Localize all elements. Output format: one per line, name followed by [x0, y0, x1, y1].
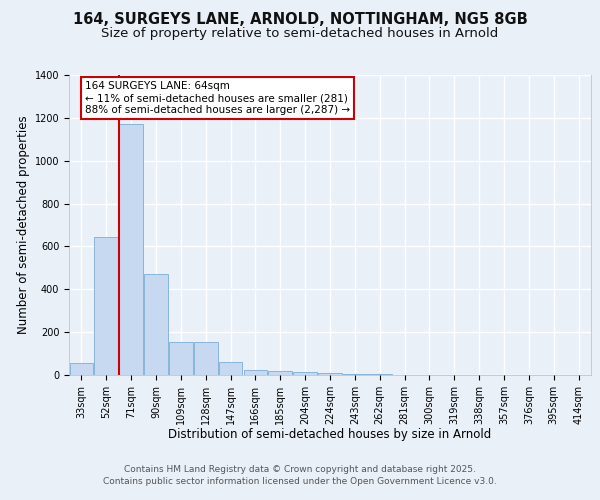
Bar [318, 373, 342, 375]
Text: 164, SURGEYS LANE, ARNOLD, NOTTINGHAM, NG5 8GB: 164, SURGEYS LANE, ARNOLD, NOTTINGHAM, N… [73, 12, 527, 28]
Bar [244, 370, 267, 375]
Bar [368, 374, 392, 375]
Bar [194, 342, 218, 375]
Bar [268, 370, 292, 375]
Text: Contains HM Land Registry data © Crown copyright and database right 2025.: Contains HM Land Registry data © Crown c… [124, 465, 476, 474]
Text: 164 SURGEYS LANE: 64sqm
← 11% of semi-detached houses are smaller (281)
88% of s: 164 SURGEYS LANE: 64sqm ← 11% of semi-de… [85, 82, 350, 114]
Bar [343, 374, 367, 375]
Bar [70, 363, 93, 375]
Text: Contains public sector information licensed under the Open Government Licence v3: Contains public sector information licen… [103, 477, 497, 486]
Bar [293, 372, 317, 375]
Bar [119, 124, 143, 375]
Bar [94, 237, 118, 375]
Y-axis label: Number of semi-detached properties: Number of semi-detached properties [17, 116, 31, 334]
Bar [144, 274, 168, 375]
Bar [219, 362, 242, 375]
X-axis label: Distribution of semi-detached houses by size in Arnold: Distribution of semi-detached houses by … [169, 428, 491, 442]
Bar [169, 342, 193, 375]
Text: Size of property relative to semi-detached houses in Arnold: Size of property relative to semi-detach… [101, 28, 499, 40]
